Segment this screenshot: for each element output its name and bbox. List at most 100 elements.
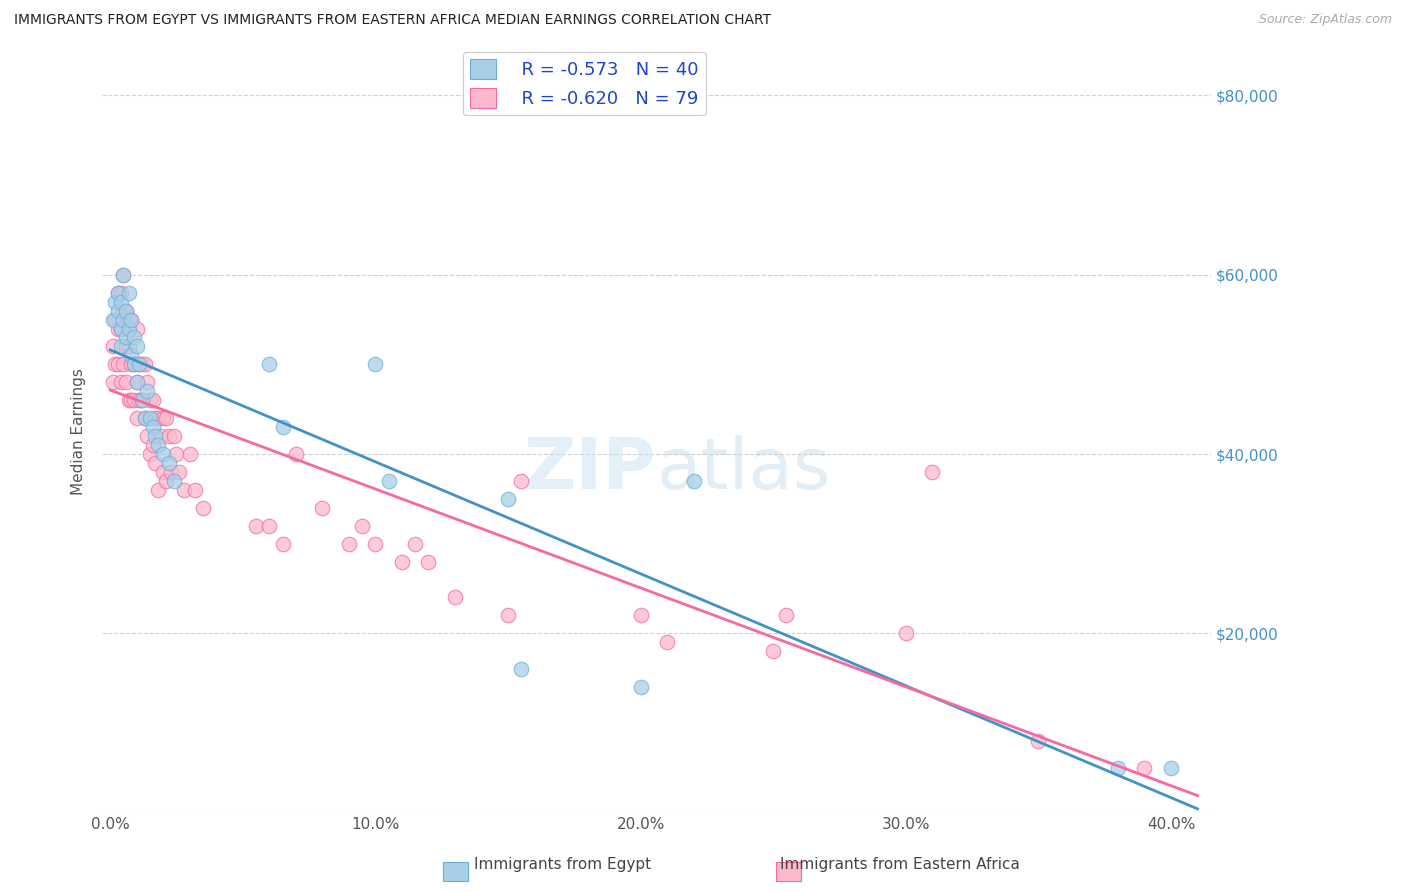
Point [1160, 761, 1182, 775]
Point [155, 474, 177, 488]
Point [118, 339, 141, 353]
Point [179, 447, 201, 461]
Text: Immigrants from Eastern Africa: Immigrants from Eastern Africa [780, 857, 1019, 872]
Point [364, 358, 387, 372]
Point [128, 358, 150, 372]
Point [142, 393, 165, 408]
Point [118, 285, 141, 300]
Point [142, 420, 165, 434]
Point [122, 358, 145, 372]
Point [125, 376, 148, 390]
Point [104, 358, 127, 372]
Point [101, 312, 124, 326]
Point [630, 608, 652, 623]
Point [271, 420, 294, 434]
Point [118, 393, 141, 408]
Point [112, 358, 135, 372]
Point [163, 474, 186, 488]
Point [143, 429, 166, 443]
Point [191, 500, 214, 515]
Point [104, 294, 127, 309]
Point [131, 393, 153, 408]
Point [112, 268, 135, 282]
Point [152, 447, 174, 461]
Legend:   R = -0.573   N = 40,   R = -0.620   N = 79: R = -0.573 N = 40, R = -0.620 N = 79 [463, 52, 706, 115]
Point [152, 465, 174, 479]
Point [418, 555, 440, 569]
Point [245, 518, 267, 533]
Point [184, 483, 207, 497]
Point [655, 635, 678, 649]
Point [160, 465, 183, 479]
Point [630, 680, 652, 694]
Point [107, 358, 129, 372]
Point [120, 358, 142, 372]
Point [271, 536, 294, 550]
Point [762, 644, 785, 658]
Point [157, 429, 180, 443]
Point [104, 312, 127, 326]
Point [120, 393, 142, 408]
Point [110, 321, 132, 335]
Point [163, 429, 186, 443]
Text: atlas: atlas [657, 435, 831, 504]
Point [118, 312, 141, 326]
Point [101, 339, 124, 353]
Point [377, 474, 399, 488]
Point [110, 376, 132, 390]
Point [682, 474, 704, 488]
Point [125, 411, 148, 425]
Point [142, 438, 165, 452]
Point [120, 312, 142, 326]
Point [1107, 761, 1129, 775]
Point [128, 393, 150, 408]
Point [122, 330, 145, 344]
Point [125, 376, 148, 390]
Point [894, 626, 917, 640]
Text: Immigrants from Egypt: Immigrants from Egypt [474, 857, 651, 872]
Point [107, 321, 129, 335]
Point [284, 447, 307, 461]
Point [259, 358, 281, 372]
Point [921, 465, 943, 479]
Point [112, 303, 135, 318]
Y-axis label: Median Earnings: Median Earnings [72, 368, 86, 495]
Point [125, 321, 148, 335]
Text: ZIP: ZIP [524, 435, 657, 504]
Point [1028, 734, 1050, 748]
Point [311, 500, 333, 515]
Point [134, 358, 156, 372]
Point [118, 321, 141, 335]
Point [404, 536, 426, 550]
Point [122, 358, 145, 372]
Point [146, 438, 169, 452]
Point [115, 303, 138, 318]
Point [110, 321, 132, 335]
Point [110, 294, 132, 309]
Point [107, 303, 129, 318]
Point [134, 411, 156, 425]
Point [134, 411, 156, 425]
Point [131, 393, 153, 408]
Point [166, 447, 188, 461]
Point [143, 411, 166, 425]
Point [107, 285, 129, 300]
Point [136, 429, 159, 443]
Point [496, 491, 519, 506]
Point [120, 348, 142, 362]
Point [152, 411, 174, 425]
Point [101, 376, 124, 390]
Point [122, 393, 145, 408]
Point [149, 429, 172, 443]
Point [131, 358, 153, 372]
Point [128, 358, 150, 372]
Point [167, 465, 190, 479]
Point [364, 536, 387, 550]
Point [110, 339, 132, 353]
Point [139, 411, 162, 425]
Point [496, 608, 519, 623]
Point [510, 662, 533, 676]
Point [112, 268, 135, 282]
Text: IMMIGRANTS FROM EGYPT VS IMMIGRANTS FROM EASTERN AFRICA MEDIAN EARNINGS CORRELAT: IMMIGRANTS FROM EGYPT VS IMMIGRANTS FROM… [14, 13, 770, 28]
Point [136, 384, 159, 399]
